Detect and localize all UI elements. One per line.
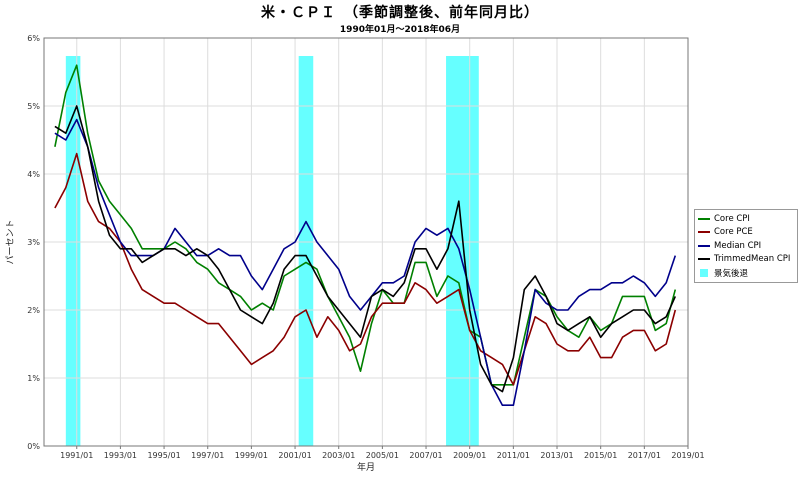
grid-lines bbox=[44, 37, 689, 447]
x-tick-label: 1995/01 bbox=[147, 451, 180, 460]
chart-title: 米・ＣＰＩ （季節調整後、前年同月比） bbox=[261, 5, 539, 21]
x-tick-label: 2009/01 bbox=[453, 451, 486, 460]
series-line-median-cpi bbox=[54, 118, 677, 407]
series-line-core-pce bbox=[54, 152, 677, 386]
chart-legend: Core CPI Core PCE Median CPI TrimmedMean CP… bbox=[694, 209, 798, 283]
x-axis-ticks: 1991/01 1993/01 1995/01 1997/01 1999/01 2001/… bbox=[60, 446, 705, 460]
legend-label: Median CPI bbox=[714, 240, 762, 251]
x-tick-label: 1999/01 bbox=[235, 451, 268, 460]
x-tick-label: 2017/01 bbox=[628, 451, 661, 460]
x-tick-label: 2003/01 bbox=[322, 451, 355, 460]
y-tick-label: 1% bbox=[27, 374, 40, 383]
x-tick-label: 2019/01 bbox=[671, 451, 704, 460]
x-tick-label: 1993/01 bbox=[104, 451, 137, 460]
legend-swatch bbox=[698, 244, 710, 247]
chart-subtitle: 1990年01月～2018年06月 bbox=[339, 25, 461, 35]
legend-label: Core PCE bbox=[714, 227, 753, 238]
x-tick-label: 2015/01 bbox=[584, 451, 617, 460]
legend-label: TrimmedMean CPI bbox=[714, 254, 791, 265]
legend-item: Core PCE bbox=[698, 226, 794, 240]
legend-item: TrimmedMean CPI bbox=[698, 253, 794, 267]
recession-band-2 bbox=[298, 56, 314, 446]
y-tick-label: 2% bbox=[27, 306, 40, 315]
legend-item: Median CPI bbox=[698, 239, 794, 253]
legend-swatch bbox=[698, 258, 710, 261]
y-tick-label: 5% bbox=[27, 102, 40, 111]
recession-band-3 bbox=[446, 56, 479, 446]
series-line-core-cpi bbox=[54, 64, 677, 386]
y-tick-label: 4% bbox=[27, 170, 40, 179]
y-tick-label: 0% bbox=[27, 442, 40, 451]
series-lines bbox=[54, 64, 677, 407]
x-tick-label: 1991/01 bbox=[60, 451, 93, 460]
y-tick-label: 6% bbox=[27, 34, 40, 43]
y-axis-ticks: 0% 1% 2% 3% 4% 5% 6% bbox=[27, 34, 40, 451]
x-tick-label: 2007/01 bbox=[409, 451, 442, 460]
legend-swatch bbox=[700, 268, 708, 277]
y-axis-label: パーセント bbox=[5, 219, 16, 264]
legend-swatch bbox=[698, 231, 710, 234]
x-tick-label: 2013/01 bbox=[540, 451, 573, 460]
legend-item-recession: 景気後退 bbox=[698, 266, 794, 280]
x-tick-label: 2005/01 bbox=[366, 451, 399, 460]
legend-swatch bbox=[698, 217, 710, 220]
x-tick-label: 2001/01 bbox=[278, 451, 311, 460]
legend-label: 景気後退 bbox=[714, 268, 749, 279]
recession-bands bbox=[65, 56, 479, 446]
series-line-trimmedmean-cpi bbox=[54, 105, 677, 393]
plot-area-frame bbox=[43, 37, 689, 447]
legend-item: Core CPI bbox=[698, 212, 794, 226]
x-tick-label: 2011/01 bbox=[497, 451, 530, 460]
x-tick-label: 1997/01 bbox=[191, 451, 224, 460]
legend-label: Core CPI bbox=[714, 213, 750, 224]
x-axis-label: 年月 bbox=[357, 461, 375, 473]
y-tick-label: 3% bbox=[27, 238, 40, 247]
